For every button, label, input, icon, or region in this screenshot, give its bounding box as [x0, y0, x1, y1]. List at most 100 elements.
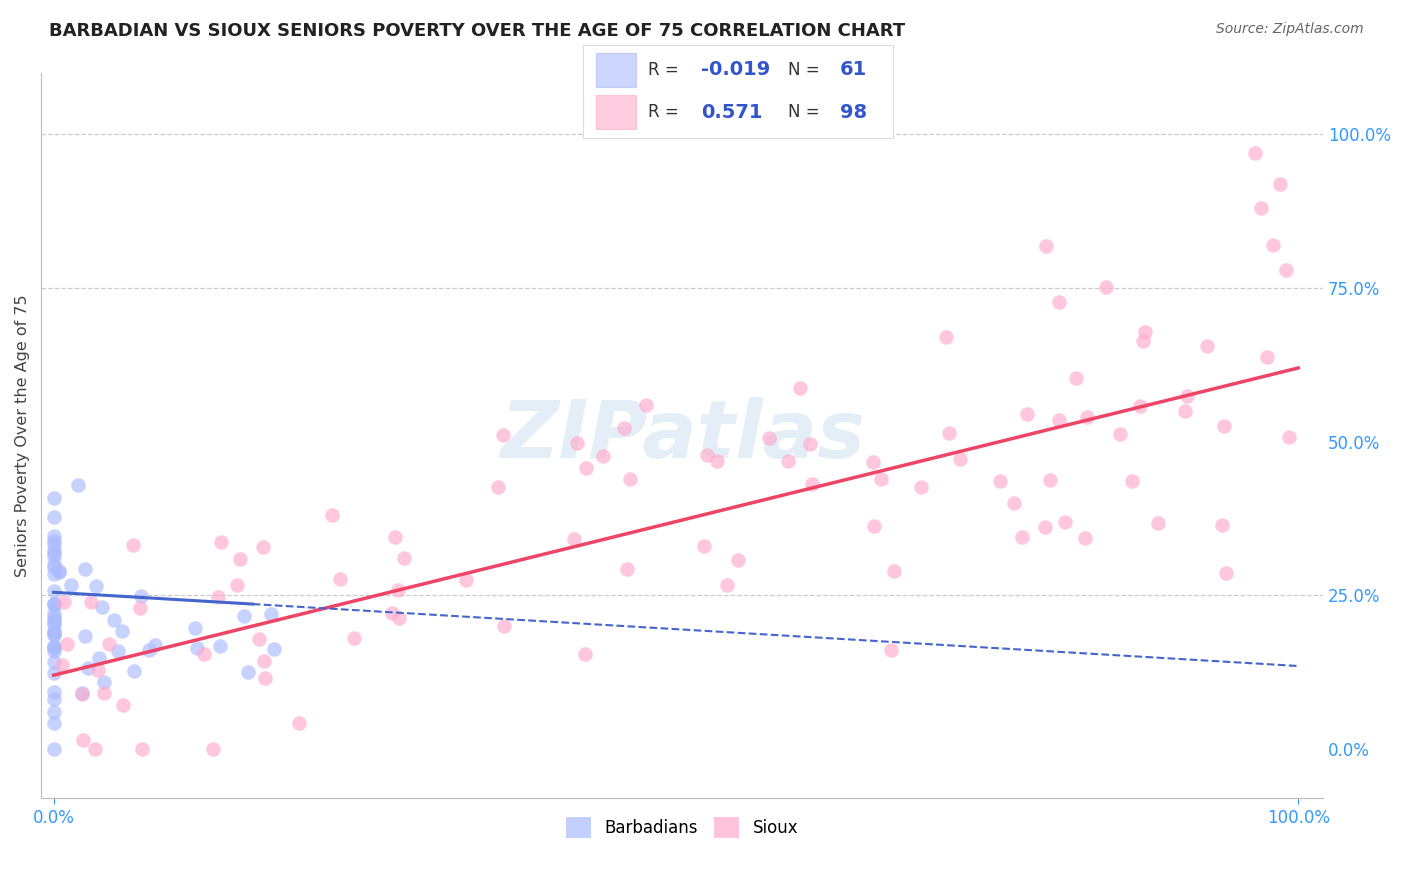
Point	[72, 732, 94, 747]
Point	[949, 451, 972, 466]
Point	[387, 582, 409, 597]
Point	[1094, 280, 1116, 294]
Point	[42, 529, 65, 543]
Point	[634, 399, 657, 413]
Point	[103, 613, 125, 627]
Point	[1035, 238, 1057, 252]
Point	[42, 583, 65, 598]
Point	[696, 449, 718, 463]
Point	[935, 330, 957, 344]
Text: R =: R =	[648, 103, 685, 121]
Point	[42, 644, 65, 658]
Text: BARBADIAN VS SIOUX SENIORS POVERTY OVER THE AGE OF 75 CORRELATION CHART: BARBADIAN VS SIOUX SENIORS POVERTY OVER …	[49, 22, 905, 40]
Point	[124, 664, 146, 678]
Text: R =: R =	[648, 61, 685, 78]
Point	[693, 540, 716, 554]
Point	[42, 616, 65, 631]
Point	[80, 595, 103, 609]
Y-axis label: Seniors Poverty Over the Age of 75: Seniors Poverty Over the Age of 75	[15, 294, 30, 577]
Point	[107, 643, 129, 657]
Point	[42, 627, 65, 641]
Point	[1215, 566, 1237, 580]
Point	[42, 741, 65, 756]
Point	[1017, 407, 1039, 421]
Point	[67, 477, 90, 491]
Point	[862, 455, 884, 469]
Text: -0.019: -0.019	[702, 61, 770, 79]
Point	[343, 632, 366, 646]
Point	[1039, 473, 1062, 487]
Point	[209, 534, 232, 549]
Point	[42, 598, 65, 612]
Point	[392, 551, 415, 566]
Point	[870, 472, 893, 486]
Legend: Barbadians, Sioux: Barbadians, Sioux	[560, 811, 806, 844]
Point	[716, 577, 738, 591]
Point	[42, 685, 65, 699]
Point	[129, 590, 152, 604]
Point	[236, 665, 259, 680]
Point	[863, 519, 886, 533]
Point	[111, 698, 134, 712]
Point	[799, 437, 821, 451]
Point	[42, 607, 65, 621]
Point	[42, 640, 65, 654]
Point	[381, 606, 404, 620]
Point	[42, 537, 65, 551]
Point	[1213, 418, 1236, 433]
Point	[42, 716, 65, 731]
Point	[52, 595, 75, 609]
Point	[209, 639, 232, 653]
Point	[574, 647, 596, 661]
Point	[70, 685, 93, 699]
Text: N =: N =	[787, 61, 824, 78]
Point	[562, 533, 585, 547]
Point	[42, 566, 65, 581]
Point	[42, 560, 65, 574]
FancyBboxPatch shape	[596, 53, 636, 87]
Point	[247, 632, 270, 646]
Point	[1121, 474, 1143, 488]
Point	[575, 461, 598, 475]
Point	[42, 624, 65, 638]
Point	[263, 642, 285, 657]
Point	[1002, 496, 1025, 510]
Point	[988, 474, 1011, 488]
Point	[138, 642, 160, 657]
Text: N =: N =	[787, 103, 824, 121]
Point	[1175, 389, 1198, 403]
Point	[186, 640, 208, 655]
Text: 61: 61	[841, 61, 868, 79]
Point	[879, 643, 901, 657]
Point	[288, 716, 311, 731]
Point	[1011, 530, 1033, 544]
Point	[260, 607, 283, 621]
Point	[1133, 325, 1156, 339]
Point	[42, 510, 65, 524]
Point	[1109, 427, 1132, 442]
Point	[193, 647, 215, 661]
Point	[42, 549, 65, 564]
Point	[1250, 201, 1272, 215]
Point	[1047, 413, 1070, 427]
Point	[883, 564, 905, 578]
Point	[202, 742, 225, 756]
Point	[1195, 339, 1218, 353]
Point	[592, 449, 614, 463]
Point	[1256, 350, 1278, 364]
Point	[51, 658, 73, 673]
Point	[42, 625, 65, 640]
Point	[91, 600, 114, 615]
Point	[87, 663, 110, 677]
Point	[727, 552, 749, 566]
Point	[42, 639, 65, 653]
Point	[253, 654, 276, 668]
Point	[42, 610, 65, 624]
Text: ZIPatlas: ZIPatlas	[499, 397, 865, 475]
Point	[232, 609, 254, 624]
Point	[93, 675, 115, 690]
Point	[1054, 515, 1077, 529]
Point	[492, 618, 515, 632]
Point	[252, 541, 274, 555]
Point	[93, 686, 115, 700]
